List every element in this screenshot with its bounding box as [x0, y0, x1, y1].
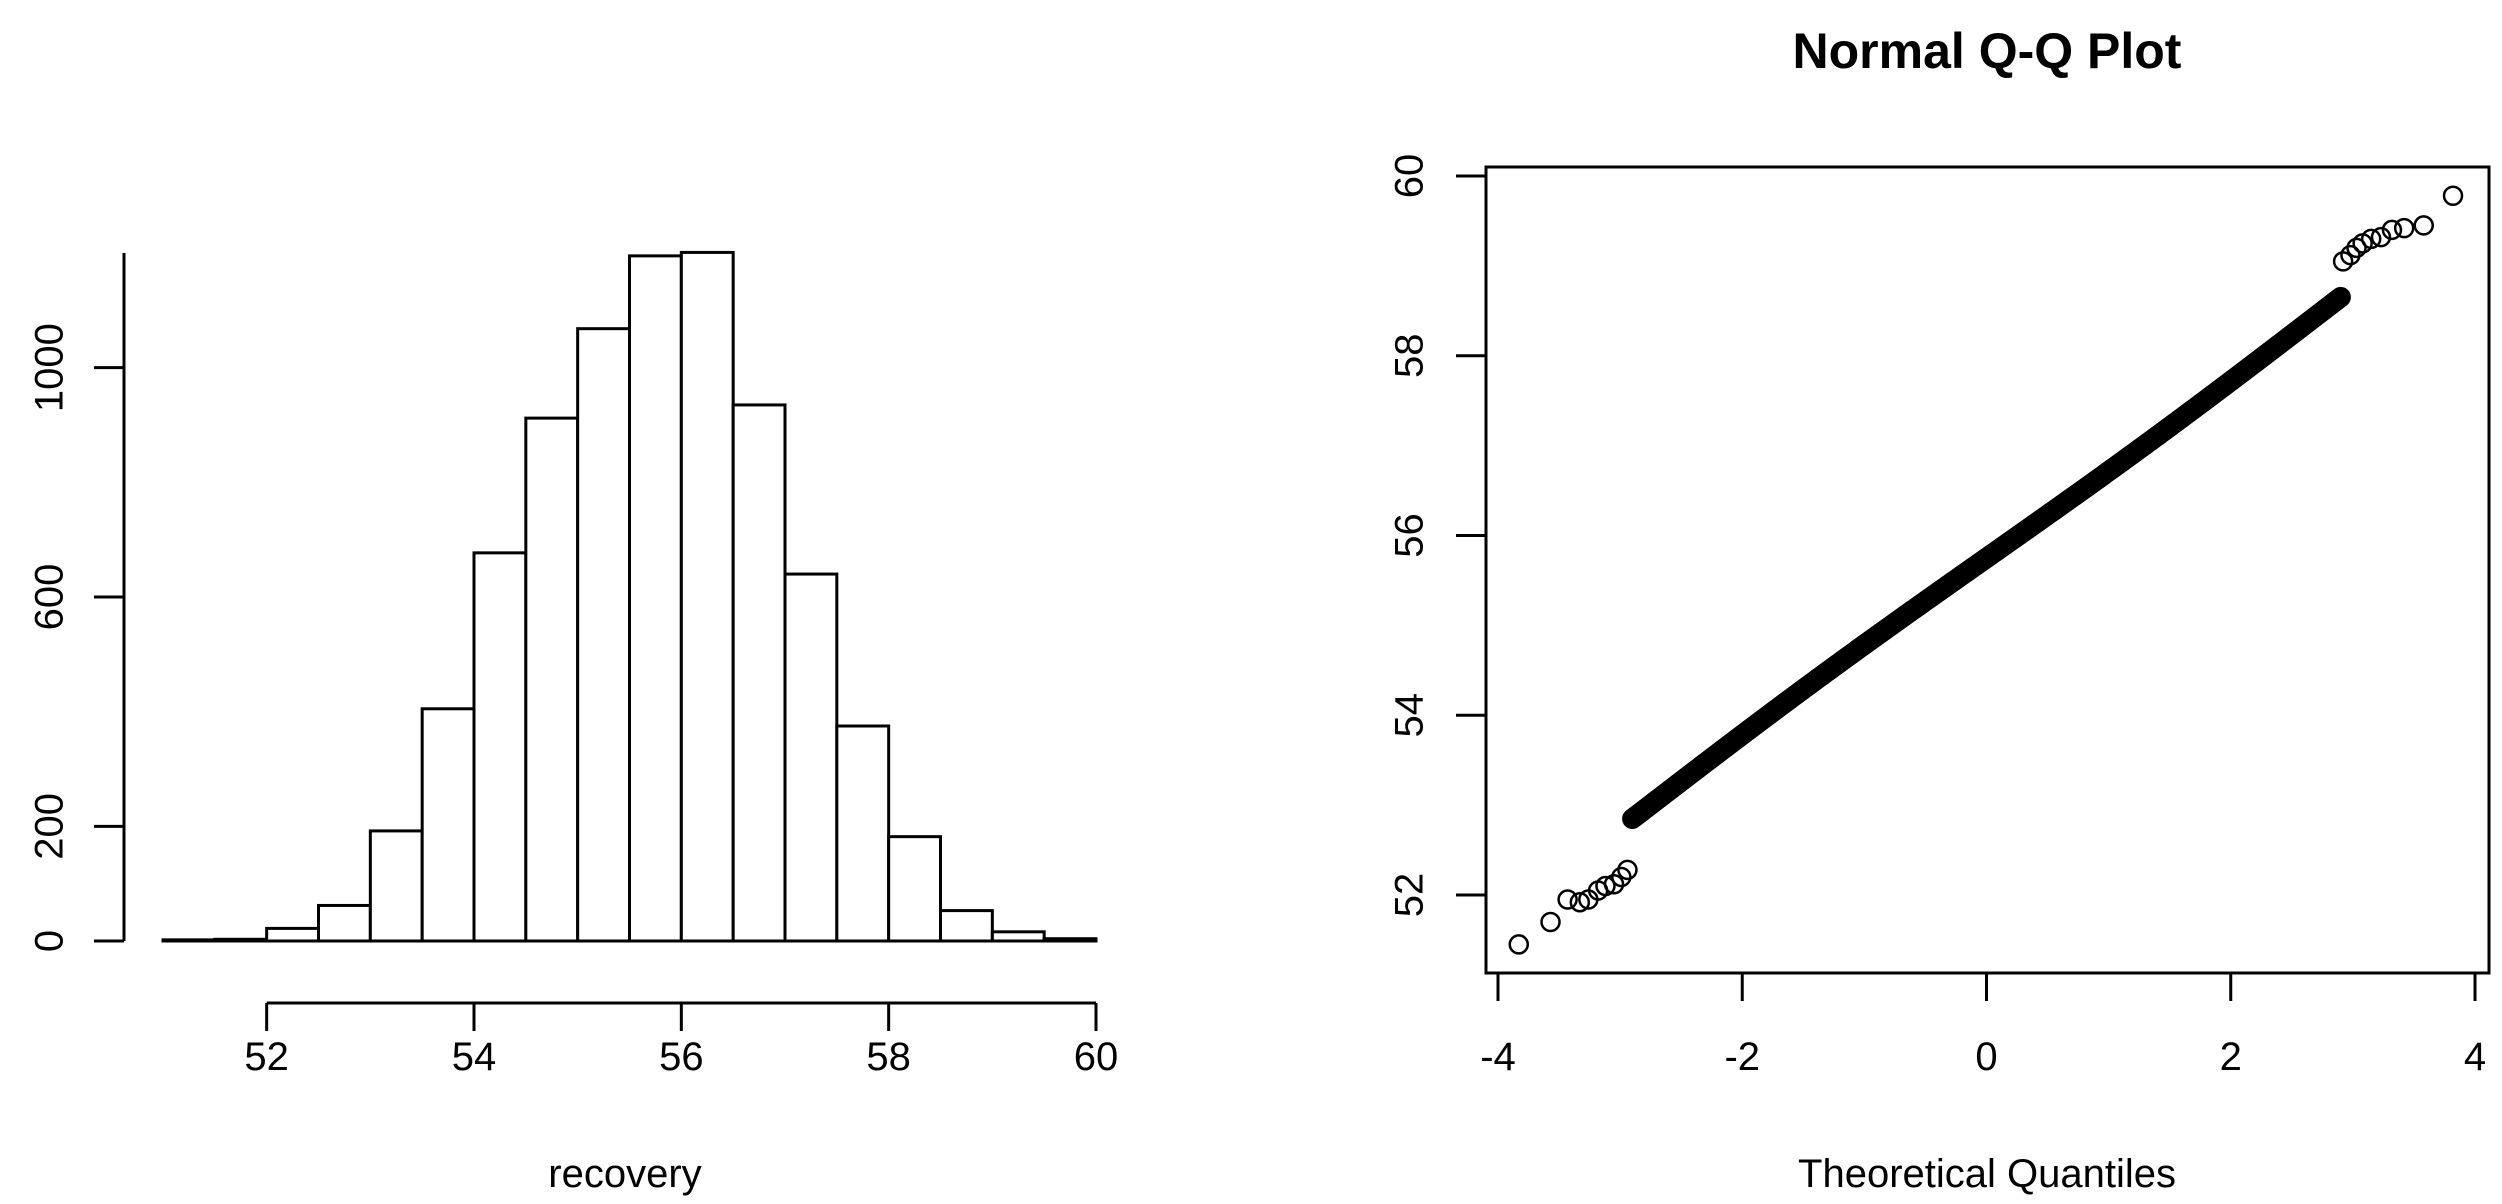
histogram-bar — [576, 327, 632, 943]
histogram-y-ticks: 0 200 600 1000 — [28, 323, 124, 952]
qq-point — [2413, 215, 2434, 236]
histogram-bar — [731, 403, 787, 943]
histogram-bar — [679, 250, 735, 943]
qq-point — [1617, 859, 1638, 881]
histogram-y-tick-label: 1000 — [28, 323, 72, 412]
histogram-bar — [317, 903, 372, 943]
qq-x-tick-label: 0 — [1975, 1035, 1997, 1079]
histogram-x-tick-label: 54 — [452, 1035, 497, 1079]
qq-point — [1603, 873, 1625, 895]
qq-point — [2381, 219, 2403, 241]
histogram-bar — [835, 724, 891, 943]
histogram-bar — [1042, 937, 1098, 943]
histogram-x-tick-label: 56 — [659, 1035, 704, 1079]
histogram-x-ticks: 52 54 56 58 60 — [244, 1003, 1118, 1079]
histogram-panel: 0 200 600 1000 52 54 56 58 60 recovery — [28, 250, 1118, 1196]
qq-point — [2393, 217, 2415, 239]
histogram-x-tick-label: 58 — [866, 1035, 911, 1079]
qq-x-ticks: -4 -2 0 2 4 — [1480, 973, 2486, 1079]
qq-point — [2360, 228, 2382, 250]
histogram-bar — [990, 930, 1046, 943]
qq-y-ticks: 52 54 56 58 60 — [1388, 154, 1486, 918]
histogram-bar — [472, 551, 528, 943]
histogram-bar — [368, 829, 424, 943]
qq-point — [1595, 875, 1616, 897]
histogram-bar — [161, 938, 217, 943]
histogram-bar — [628, 254, 683, 943]
qq-point — [1540, 911, 1561, 933]
qq-x-tick-label: -2 — [1724, 1035, 1760, 1079]
qq-point — [2330, 286, 2351, 308]
qq-point — [1569, 891, 1591, 913]
histogram-bar — [939, 909, 994, 943]
qq-plot-panel: Normal Q-Q Plot 52 54 56 58 60 -4 -2 0 2 4 Theor… — [1388, 23, 2491, 1196]
histogram-bar — [524, 416, 580, 943]
qq-point — [2442, 185, 2464, 207]
histogram-bar — [887, 835, 943, 943]
histogram-y-tick-label: 200 — [28, 793, 72, 860]
qq-x-tick-label: 4 — [2464, 1035, 2486, 1079]
qq-x-tick-label: 2 — [2220, 1035, 2242, 1079]
histogram-y-tick-label: 0 — [28, 930, 72, 952]
qq-point — [1508, 934, 1530, 955]
histogram-bar — [783, 572, 839, 943]
qq-y-tick-label: 58 — [1388, 334, 1432, 379]
qq-y-tick-label: 56 — [1388, 513, 1432, 558]
histogram-bar — [265, 926, 320, 943]
qq-point — [2370, 226, 2392, 248]
qq-y-tick-label: 52 — [1388, 873, 1432, 918]
qq-x-axis-label: Theoretical Quantiles — [1798, 1152, 2176, 1196]
histogram-x-tick-label: 52 — [244, 1035, 289, 1079]
histogram-bar — [213, 937, 269, 943]
qq-x-tick-label: -4 — [1480, 1035, 1516, 1079]
qq-point — [1611, 866, 1632, 888]
qq-y-tick-label: 60 — [1388, 154, 1432, 199]
histogram-y-tick-label: 600 — [28, 564, 72, 631]
qq-points — [1508, 185, 2464, 955]
qq-point — [1557, 889, 1578, 910]
histogram-bar — [420, 707, 476, 943]
histogram-x-tick-label: 60 — [1074, 1035, 1119, 1079]
histogram-x-axis-label: recovery — [548, 1152, 701, 1196]
qq-point — [2346, 237, 2367, 259]
qq-y-tick-label: 54 — [1388, 693, 1432, 738]
qq-point — [2340, 244, 2361, 266]
histogram-bars — [161, 250, 1098, 943]
qq-plot-title: Normal Q-Q Plot — [1793, 23, 2182, 79]
